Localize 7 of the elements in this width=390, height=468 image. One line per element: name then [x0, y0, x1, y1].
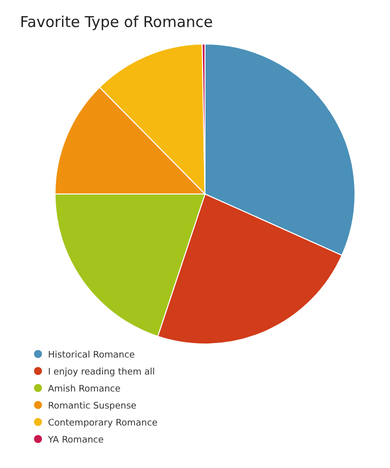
legend-label: Historical Romance: [48, 350, 136, 360]
legend-label: YA Romance: [47, 436, 104, 446]
chart-title: Favorite Type of Romance: [20, 13, 213, 31]
legend-label: Romantic Suspense: [48, 402, 137, 412]
legend-label: Contemporary Romance: [48, 418, 158, 428]
legend-label: I enjoy reading them all: [48, 368, 155, 378]
legend-label: Amish Romance: [48, 384, 121, 394]
